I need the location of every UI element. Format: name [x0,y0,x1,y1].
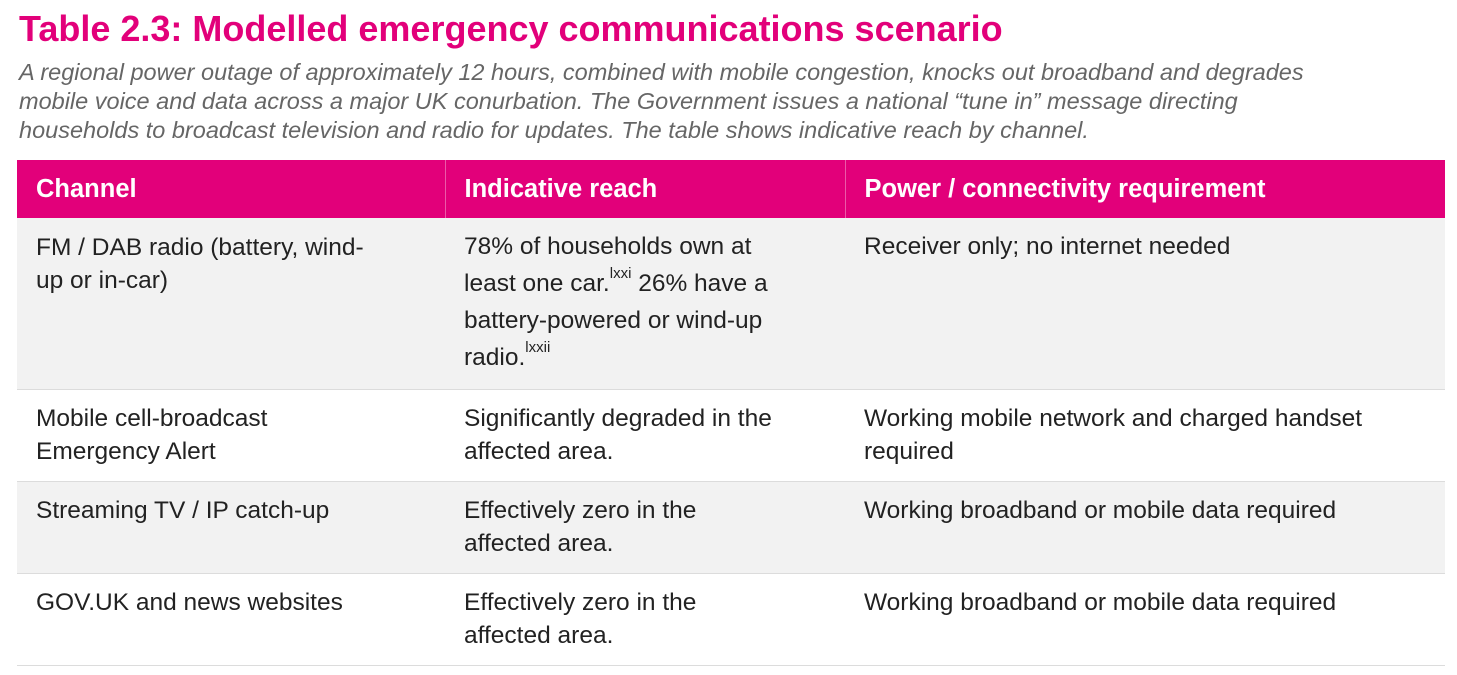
intro-line: mobile voice and data across a major UK … [19,88,1238,114]
cell-text: radio. [464,344,526,371]
cell-reach: Effectively zero in the affected area. [445,573,845,666]
cell-requirement: Receiver only; no internet needed [845,218,1445,390]
cell-channel: GOV.UK and news websites [17,573,445,666]
cell-line: Mobile cell-broadcast [36,405,268,432]
cell-requirement: Working broadband or mobile data require… [845,573,1445,666]
cell-line: FM / DAB radio (battery, wind- [36,234,364,261]
cell-line: radio.lxxii [464,339,827,376]
page-title: Table 2.3: Modelled emergency communicat… [19,8,1003,49]
intro-paragraph: A regional power outage of approximately… [19,58,1449,145]
cell-line: up or in-car) [36,267,169,294]
column-header-reach: Indicative reach [444,160,845,218]
cell-line: Streaming TV / IP catch-up [36,497,330,524]
cell-line: Significantly degraded in the [464,405,772,432]
cell-line: Working broadband or mobile data require… [864,589,1337,616]
cell-line: affected area. [464,530,614,557]
cell-line: least one car.lxxi 26% have a [464,265,827,302]
column-header-requirement: Power / connectivity requirement [844,160,1445,218]
table-row: Streaming TV / IP catch-up Effectively z… [17,481,1445,574]
cell-requirement: Working mobile network and charged hands… [845,389,1445,482]
cell-line: 78% of households own at [464,233,752,260]
intro-line: A regional power outage of approximately… [19,59,1304,85]
cell-line: Effectively zero in the [464,589,697,616]
cell-line: Emergency Alert [36,438,216,465]
cell-reach: Effectively zero in the affected area. [445,481,845,574]
cell-line: GOV.UK and news websites [36,589,343,616]
cell-reach: 78% of households own at least one car.l… [445,218,845,390]
cell-text: 26% have a [631,270,768,297]
column-header-channel: Channel [36,174,137,203]
cell-line: Working mobile network and charged hands… [864,405,1363,432]
cell-channel: Streaming TV / IP catch-up [17,481,445,574]
cell-channel: FM / DAB radio (battery, wind- up or in-… [17,218,445,390]
cell-line: affected area. [464,622,614,649]
table-row: FM / DAB radio (battery, wind- up or in-… [17,218,1445,390]
cell-channel: Mobile cell-broadcast Emergency Alert [17,389,445,482]
table-row: Mobile cell-broadcast Emergency Alert Si… [17,389,1445,482]
endnote-ref: lxxii [525,338,551,356]
cell-reach: Significantly degraded in the affected a… [445,389,845,482]
cell-line: affected area. [464,438,614,465]
cell-text: least one car. [464,270,610,297]
cell-line: battery-powered or wind-up [464,307,763,334]
reach-table: Channel Indicative reach Power / connect… [17,160,1445,666]
cell-line: Receiver only; no internet needed [864,233,1231,260]
cell-line: Effectively zero in the [464,497,697,524]
table-row: GOV.UK and news websites Effectively zer… [17,573,1445,666]
intro-line: households to broadcast television and r… [19,117,1089,143]
cell-requirement: Working broadband or mobile data require… [845,481,1445,574]
cell-line: required [864,438,954,465]
table-header-row: Channel Indicative reach Power / connect… [17,160,1445,218]
endnote-ref: lxxi [609,264,632,282]
cell-line: Working broadband or mobile data require… [864,497,1337,524]
